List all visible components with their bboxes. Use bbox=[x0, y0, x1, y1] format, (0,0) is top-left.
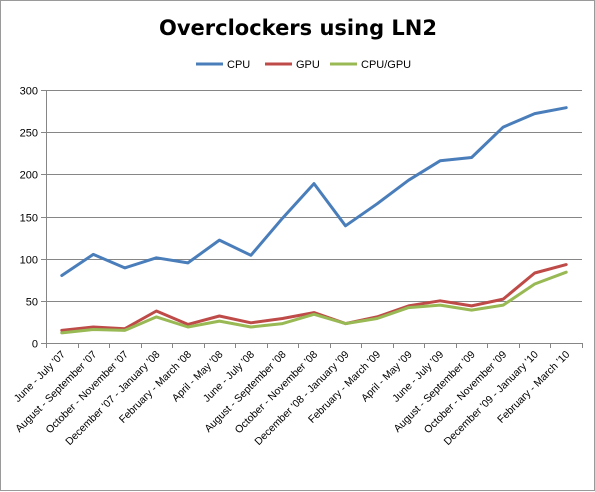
legend-label: CPU bbox=[227, 59, 250, 71]
gridlines bbox=[46, 90, 582, 302]
series-line-cpu bbox=[60, 106, 568, 277]
y-axis-ticks: 0 50 100 150 200 250 300 bbox=[20, 86, 46, 351]
y-tick-label: 300 bbox=[20, 86, 38, 98]
series-line-gpu bbox=[60, 263, 568, 332]
legend-label: CPU/GPU bbox=[361, 59, 411, 71]
legend: CPU GPU CPU/GPU bbox=[196, 59, 411, 71]
series-lines bbox=[60, 106, 568, 335]
legend-label: GPU bbox=[296, 59, 320, 71]
series-line-cpu-gpu bbox=[60, 270, 568, 335]
y-tick-label: 0 bbox=[32, 339, 38, 351]
y-tick-label: 200 bbox=[20, 170, 38, 182]
chart-title: Overclockers using LN2 bbox=[159, 16, 437, 40]
axes bbox=[46, 90, 582, 344]
y-tick-label: 250 bbox=[20, 128, 38, 140]
y-tick-label: 100 bbox=[20, 255, 38, 267]
y-tick-label: 50 bbox=[26, 297, 38, 309]
y-tick-label: 150 bbox=[20, 213, 38, 225]
